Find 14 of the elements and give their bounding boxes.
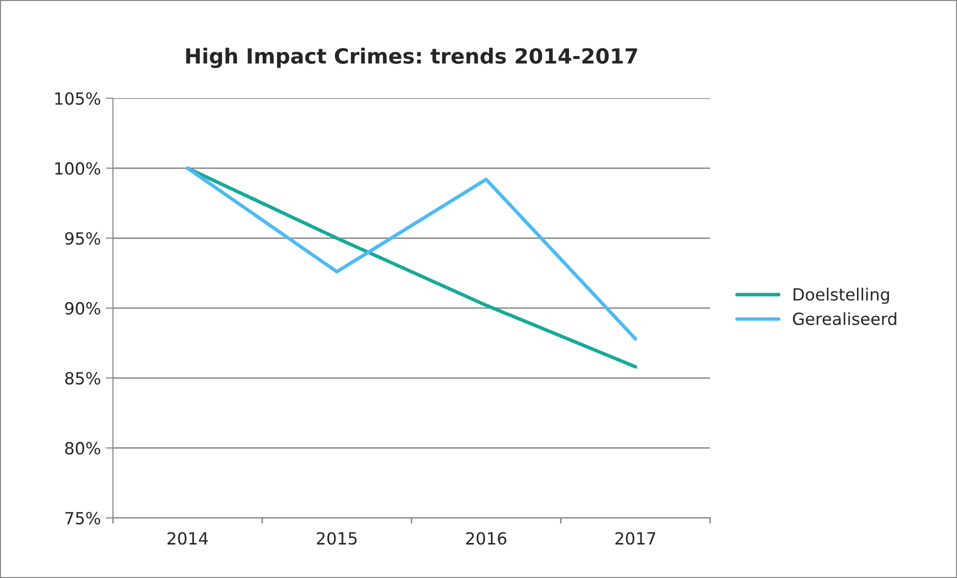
y-tick-label: 80% <box>65 442 100 455</box>
x-tick-label: 2014 <box>168 532 208 545</box>
y-tick-label: 75% <box>65 512 100 524</box>
y-tick-label: 90% <box>65 302 100 315</box>
y-tick-label: 105% <box>55 92 100 105</box>
y-tick-label: 100% <box>55 162 100 175</box>
y-tick-label: 85% <box>65 372 100 385</box>
x-tick-label: 2015 <box>316 532 357 545</box>
y-tick-label: 95% <box>65 232 100 245</box>
x-tick-label: 2017 <box>615 532 656 545</box>
chart-title: High Impact Crimes: trends 2014-2017 <box>186 48 638 68</box>
legend-label: Gerealiseerd <box>792 312 896 326</box>
x-tick-label: 2016 <box>466 532 506 545</box>
legend-label: Doelstelling <box>794 288 889 304</box>
